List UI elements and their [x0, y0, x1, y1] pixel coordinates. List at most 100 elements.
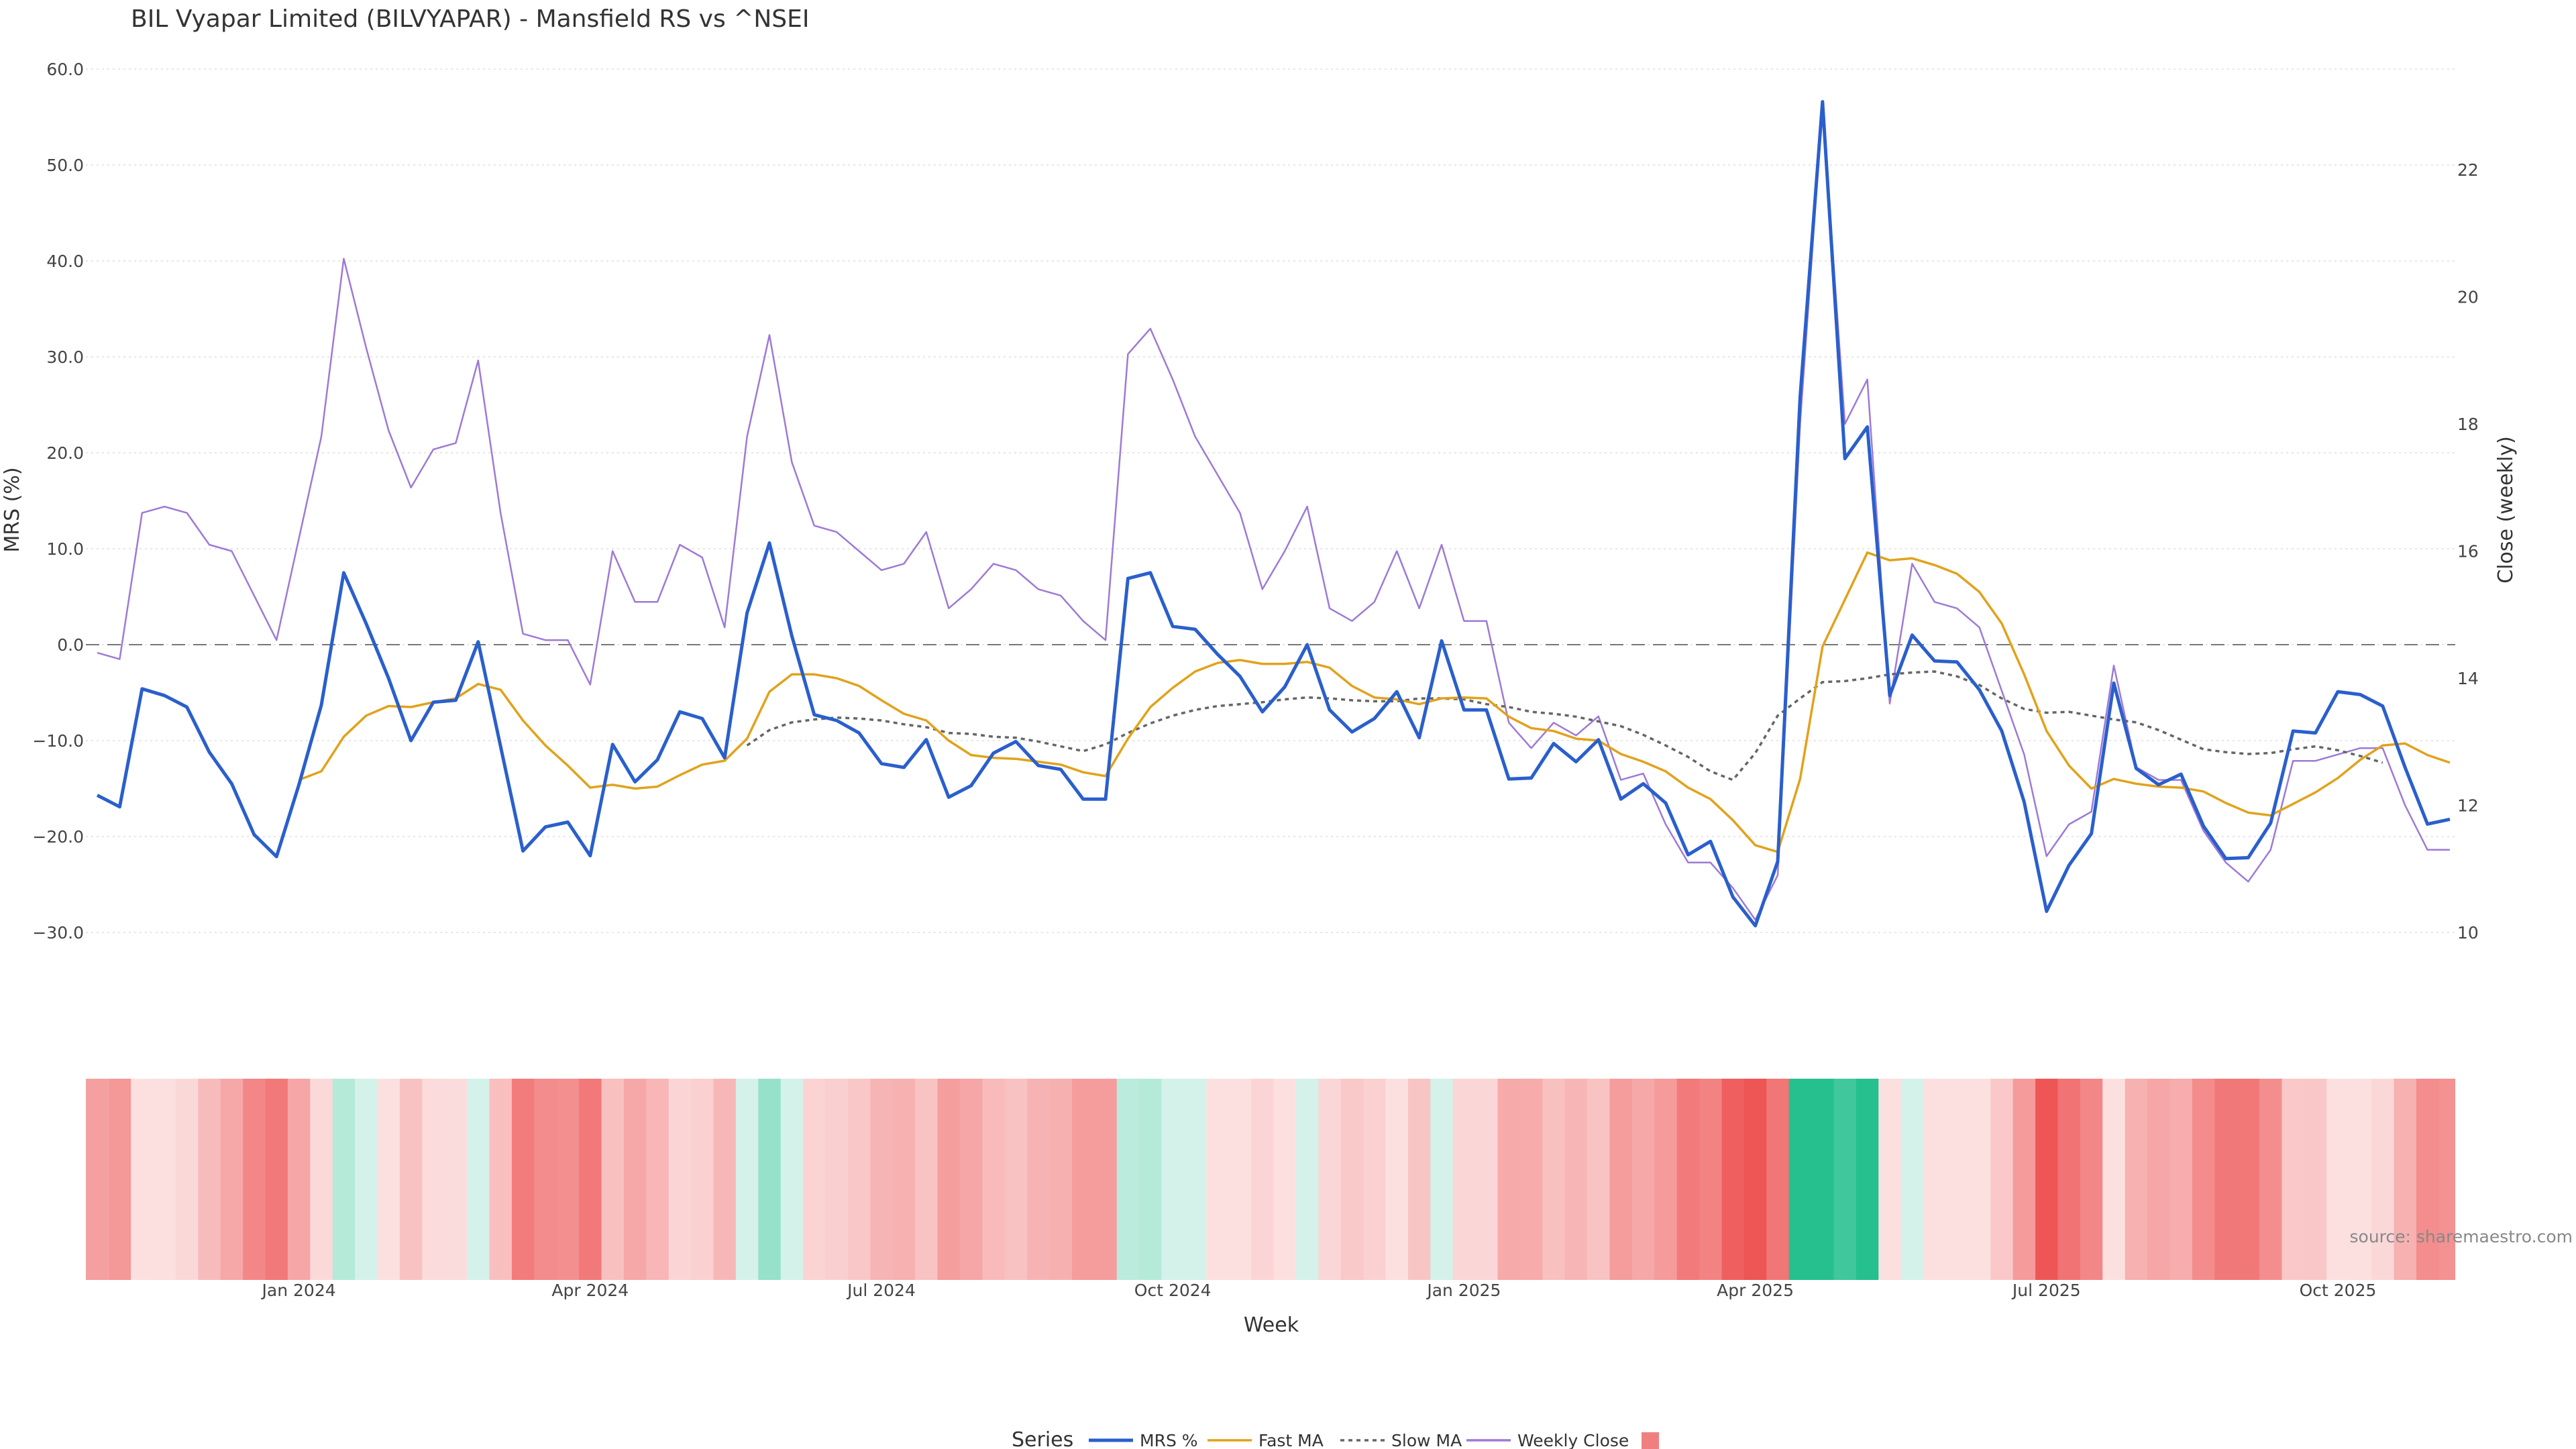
- heatmap-cell: [1430, 1079, 1454, 1280]
- heatmap-cell: [355, 1079, 378, 1280]
- heatmap-cell: [780, 1079, 804, 1280]
- heatmap-cell: [511, 1079, 535, 1280]
- legend-item: Weekly Close: [1466, 1431, 1629, 1449]
- x-tick-label: Oct 2024: [1134, 1281, 1212, 1300]
- heatmap-cell: [1161, 1079, 1185, 1280]
- x-axis-ticks: Jan 2024 Apr 2024 Jul 2024 Oct 2024 Jan 2025…: [261, 1281, 2377, 1300]
- heatmap-cell: [198, 1079, 221, 1280]
- y-left-tick-label: 40.0: [46, 252, 84, 271]
- x-tick-label: Apr 2025: [1717, 1281, 1794, 1300]
- heatmap-cell: [601, 1079, 625, 1280]
- heatmap-cell: [556, 1079, 580, 1280]
- heatmap-cell: [1587, 1079, 1611, 1280]
- y-right-tick-label: 10: [2457, 923, 2479, 943]
- heatmap-cell: [1542, 1079, 1566, 1280]
- y-left-tick-label: −30.0: [32, 923, 84, 943]
- heatmap-cell: [2416, 1079, 2439, 1280]
- heatmap-cell: [1945, 1079, 1969, 1280]
- heatmap-cell: [2394, 1079, 2417, 1280]
- heatmap-cell: [1766, 1079, 1790, 1280]
- heatmap-cell: [1363, 1079, 1387, 1280]
- heatmap-cell: [847, 1079, 871, 1280]
- heatmap-cell: [1923, 1079, 1947, 1280]
- heatmap-cell: [668, 1079, 692, 1280]
- heatmap-cell: [1856, 1079, 1879, 1280]
- heatmap-cell: [86, 1079, 109, 1280]
- legend-label: Slow MA: [1391, 1431, 1462, 1449]
- heatmap-cell: [1497, 1079, 1521, 1280]
- grid-lines: [86, 68, 2455, 933]
- heatmap-cell: [2080, 1079, 2103, 1280]
- heatmap-cell: [2304, 1079, 2327, 1280]
- heatmap-cell: [1699, 1079, 1723, 1280]
- heatmap-cell: [735, 1079, 759, 1280]
- heatmap-cell: [1475, 1079, 1499, 1280]
- heatmap-cell: [153, 1079, 176, 1280]
- heatmap-cell: [1273, 1079, 1297, 1280]
- heatmap-cell: [1900, 1079, 1924, 1280]
- heatmap-cell: [982, 1079, 1006, 1280]
- heatmap-cell: [870, 1079, 894, 1280]
- heatmap-cell: [1049, 1079, 1073, 1280]
- heatmap-cell: [2259, 1079, 2283, 1280]
- heatmap-cell: [1340, 1079, 1364, 1280]
- heatmap-cell: [2169, 1079, 2193, 1280]
- series-line-slow-ma: [746, 670, 2383, 782]
- heatmap-cell: [2214, 1079, 2238, 1280]
- x-tick-label: Jan 2025: [1426, 1281, 1501, 1300]
- x-axis-title: Week: [1244, 1313, 1299, 1337]
- heatmap-cell: [1385, 1079, 1409, 1280]
- series-line-weekly-close: [97, 105, 2450, 921]
- heatmap-cell: [1519, 1079, 1543, 1280]
- heatmap-cell: [2035, 1079, 2059, 1280]
- heatmap-cell: [2371, 1079, 2395, 1280]
- left-axis-ticks: 60.0 50.0 40.0 30.0 20.0 10.0 0.0 −10.0 −20.0 −30…: [32, 60, 84, 943]
- legend-item: MRS %: [1089, 1431, 1198, 1449]
- heatmap-cell: [2349, 1079, 2372, 1280]
- heatmap-cell: [175, 1079, 199, 1280]
- heatmap-cell: [108, 1079, 131, 1280]
- heatmap-cell: [1094, 1079, 1118, 1280]
- heatmap-cell: [623, 1079, 647, 1280]
- chart-title: BIL Vyapar Limited (BILVYAPAR) - Mansfie…: [131, 5, 810, 33]
- heatmap-cell: [2282, 1079, 2305, 1280]
- legend-label: Weekly Close: [1517, 1431, 1629, 1449]
- heatmap-cell: [691, 1079, 714, 1280]
- heatmap-cell: [646, 1079, 669, 1280]
- heatmap-cell: [1027, 1079, 1051, 1280]
- heatmap-cell: [1228, 1079, 1252, 1280]
- y-right-tick-label: 16: [2457, 542, 2479, 561]
- heatmap-cell: [444, 1079, 468, 1280]
- legend-heatmap-swatch: [1642, 1432, 1659, 1449]
- y-right-tick-label: 12: [2457, 796, 2479, 816]
- heatmap-cell: [758, 1079, 782, 1280]
- heatmap-cell: [959, 1079, 983, 1280]
- legend-item: Slow MA: [1340, 1431, 1462, 1449]
- y-left-tick-label: −10.0: [32, 731, 84, 751]
- right-axis-ticks: 22 20 18 16 14 12 10: [2457, 160, 2479, 943]
- heatmap-cell: [713, 1079, 737, 1280]
- x-tick-label: Apr 2024: [551, 1281, 629, 1300]
- y-left-tick-label: 50.0: [46, 156, 84, 175]
- heatmap-cell: [1183, 1079, 1207, 1280]
- heatmap-cell: [287, 1079, 311, 1280]
- heatmap-cell: [1990, 1079, 2014, 1280]
- heatmap-cell: [243, 1079, 266, 1280]
- y-right-tick-label: 22: [2457, 160, 2479, 180]
- heatmap-cell: [1407, 1079, 1431, 1280]
- heatmap-cell: [1721, 1079, 1745, 1280]
- heatmap-cell: [1631, 1079, 1655, 1280]
- heatmap-cell: [310, 1079, 333, 1280]
- y-left-tick-label: 20.0: [46, 443, 84, 463]
- y-right-tick-label: 14: [2457, 669, 2479, 688]
- x-tick-label: Jul 2024: [846, 1281, 916, 1300]
- heatmap-cell: [377, 1079, 400, 1280]
- heatmap-cell: [1788, 1079, 1812, 1280]
- heatmap-cell: [1878, 1079, 1902, 1280]
- heatmap-cell: [265, 1079, 288, 1280]
- heatmap-cell: [1295, 1079, 1319, 1280]
- heatmap-cell: [2125, 1079, 2148, 1280]
- y-left-tick-label: −20.0: [32, 827, 84, 847]
- legend-label: MRS %: [1140, 1431, 1198, 1449]
